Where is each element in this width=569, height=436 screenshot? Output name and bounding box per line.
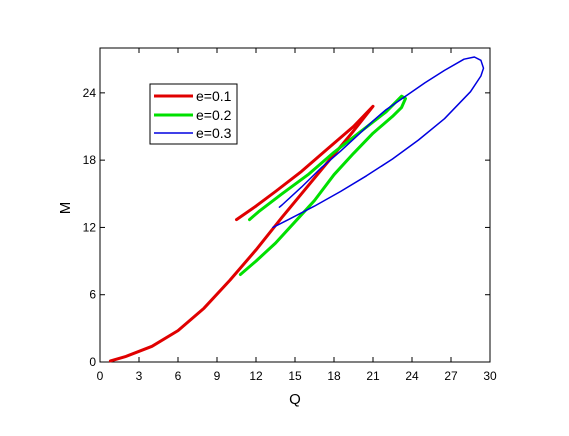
x-tick-label-7: 21 [366,369,380,383]
x-tick-label-4: 12 [249,369,263,383]
series-line-1 [238,94,407,276]
series-line-0 [108,104,375,363]
series-line-2 [272,56,485,229]
y-axis-title: M [57,202,74,215]
y-tick-label-1: 6 [89,288,96,302]
y-tick-label-2: 12 [83,220,97,234]
x-tick-label-6: 18 [327,369,341,383]
y-tick-label-3: 18 [83,153,97,167]
x-tick-label-3: 9 [214,369,221,383]
x-tick-label-10: 30 [483,369,497,383]
x-axis-title: Q [289,391,301,408]
ticks: 0 3 6 9 12 15 18 21 24 27 30 0 6 12 18 24 [83,48,497,383]
series-layer [108,56,485,363]
y-tick-label-4: 24 [83,86,97,100]
legend: e=0.1 e=0.2 e=0.3 [149,83,238,145]
x-tick-label-2: 6 [175,369,182,383]
legend-label-e01: e=0.1 [196,88,232,104]
x-tick-label-9: 27 [444,369,458,383]
y-tick-label-0: 0 [89,355,96,369]
x-tick-label-0: 0 [97,369,104,383]
x-tick-label-5: 15 [288,369,302,383]
x-tick-label-1: 3 [136,369,143,383]
x-tick-label-8: 24 [405,369,419,383]
legend-label-e02: e=0.2 [196,107,232,123]
legend-label-e03: e=0.3 [196,125,232,141]
